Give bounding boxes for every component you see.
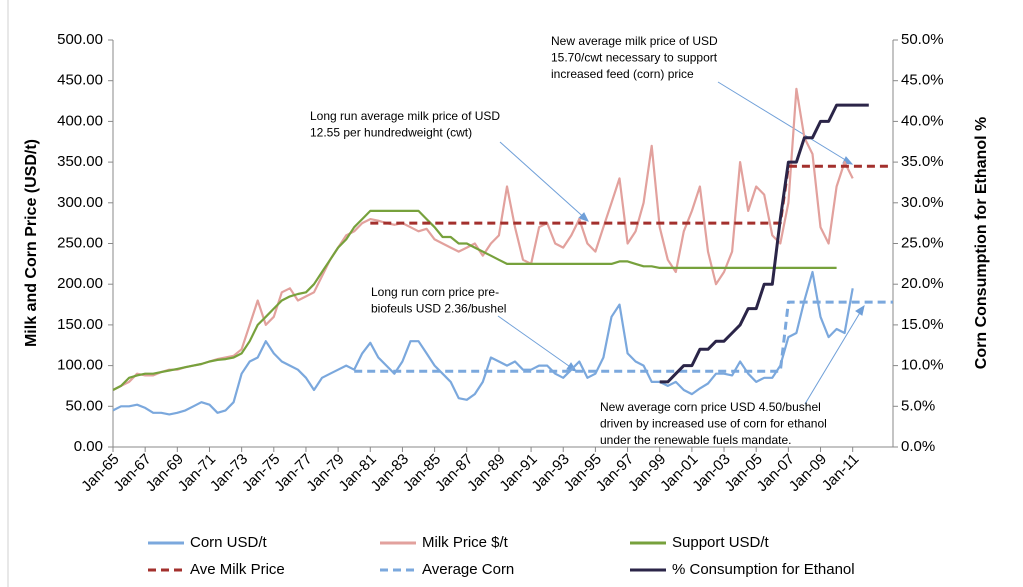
annotation: New average corn price USD 4.50/bushel [600, 400, 821, 414]
series-line [354, 300, 893, 373]
y-tick-label: 300.00 [57, 194, 103, 211]
arrow-head [855, 304, 865, 316]
arrow-head [578, 212, 589, 222]
arrow [497, 315, 577, 372]
legend-label: Support USD/t [672, 534, 770, 551]
annotation: under the renewable fuels mandate. [600, 433, 791, 447]
arrow [499, 141, 589, 222]
x-tick-label: Jan-11 [819, 451, 863, 495]
y-tick-label: 100.00 [57, 357, 103, 374]
y2-tick-label: 30.0% [901, 194, 944, 211]
series-line [112, 87, 854, 391]
arrow [804, 305, 865, 405]
y-tick-label: 150.00 [57, 316, 103, 333]
y2-tick-label: 25.0% [901, 234, 944, 251]
y2-tick-label: 40.0% [901, 112, 944, 129]
y-tick-label: 450.00 [57, 72, 103, 89]
series-line [370, 164, 893, 225]
series-line [112, 209, 837, 391]
annotation: 12.55 per hundredweight (cwt) [310, 126, 472, 140]
y-tick-label: 400.00 [57, 112, 103, 129]
y2-tick-label: 10.0% [901, 357, 944, 374]
y2-tick-label: 45.0% [901, 72, 944, 89]
annotation: New average milk price of USD [551, 34, 718, 48]
y2-tick-label: 0.0% [901, 438, 935, 455]
annotation: biofeuls USD 2.36/bushel [371, 302, 506, 316]
y2-tick-label: 20.0% [901, 275, 944, 292]
y-tick-label: 500.00 [57, 31, 103, 48]
y-axis-title: Milk and Corn Price (USD/t) [23, 139, 40, 347]
arrow [717, 81, 853, 165]
y-tick-label: 200.00 [57, 275, 103, 292]
y-tick-label: 50.00 [65, 397, 103, 414]
y2-axis-title: Corn Consumption for Ethanol % [973, 117, 990, 369]
annotation: Long run corn price pre- [371, 285, 499, 299]
legend-label: % Consumption for Ethanol [672, 561, 855, 578]
y-tick-label: 350.00 [57, 153, 103, 170]
y-tick-label: 250.00 [57, 234, 103, 251]
series-line [659, 103, 869, 384]
annotation: Long run average milk price of USD [310, 109, 500, 123]
y2-tick-label: 15.0% [901, 316, 944, 333]
y2-tick-label: 35.0% [901, 153, 944, 170]
annotation: driven by increased use of corn for etha… [600, 417, 827, 431]
legend-label: Average Corn [422, 561, 514, 578]
y2-tick-label: 50.0% [901, 31, 944, 48]
y-tick-label: 0.00 [74, 438, 103, 455]
legend-label: Milk Price $/t [422, 534, 509, 551]
annotation: increased feed (corn) price [551, 67, 694, 81]
y2-tick-label: 5.0% [901, 397, 935, 414]
annotation-arrows [497, 81, 865, 405]
legend-label: Corn USD/t [190, 534, 268, 551]
legend-label: Ave Milk Price [190, 561, 285, 578]
series-line [112, 270, 854, 416]
annotation: 15.70/cwt necessary to support [551, 51, 718, 65]
